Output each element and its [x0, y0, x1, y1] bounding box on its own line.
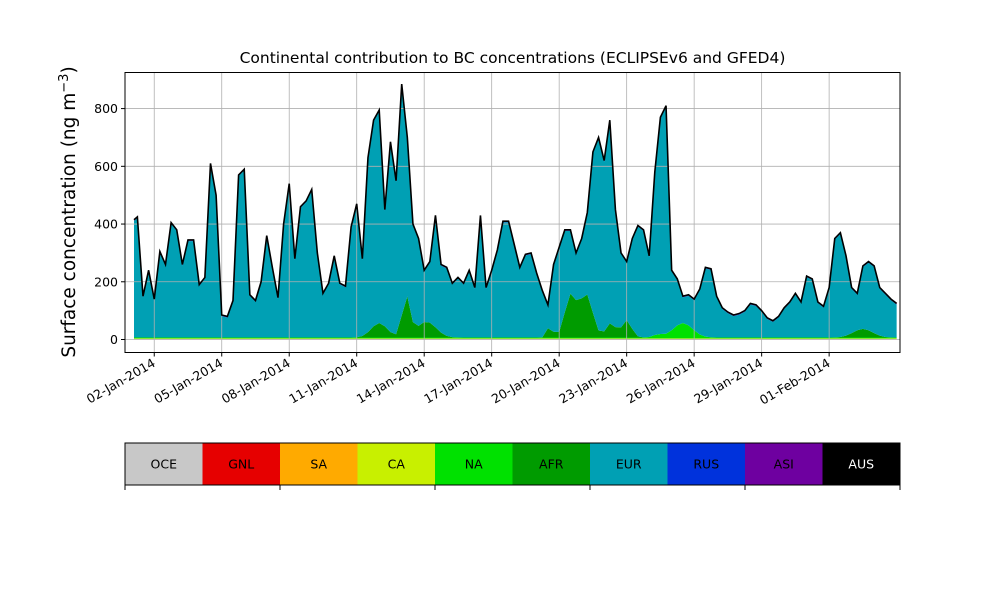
x-tick-label: 02-Jan-2014 [84, 355, 158, 406]
x-tick-label: 20-Jan-2014 [489, 355, 563, 406]
y-tick-label: 800 [94, 101, 118, 116]
total-outline [133, 83, 898, 322]
area-series-eur [134, 85, 897, 338]
colorbar-swatch-aus [822, 443, 901, 485]
colorbar-swatch-oce [125, 443, 203, 485]
y-axis-label: Surface concentration (ng m−3) [57, 66, 80, 357]
colorbar-label-rus: RUS [693, 457, 719, 472]
y-tick-label: 600 [94, 159, 118, 174]
colorbar-swatch-eur [590, 443, 668, 485]
colorbar-label-afr: AFR [539, 457, 564, 472]
colorbar-label-asi: ASI [774, 457, 794, 472]
colorbar-swatch-rus [667, 443, 746, 485]
x-axis: 02-Jan-201405-Jan-201408-Jan-201411-Jan-… [84, 352, 833, 408]
stacked-area-layers [134, 84, 897, 340]
colorbar-label-gnl: GNL [228, 457, 254, 472]
colorbar-label-sa: SA [310, 457, 327, 472]
colorbar-swatch-sa [280, 443, 358, 485]
y-axis: 0 200 400 600 800 [94, 101, 125, 347]
colorbar-label-eur: EUR [616, 457, 642, 472]
colorbar-swatch-ca [357, 443, 436, 485]
y-tick-label: 400 [94, 217, 118, 232]
x-tick-label: 08-Jan-2014 [219, 355, 293, 406]
total-line [133, 83, 898, 322]
plot-frame [124, 72, 901, 353]
x-tick-label: 14-Jan-2014 [354, 355, 428, 406]
x-tick-label: 23-Jan-2014 [556, 355, 630, 406]
x-tick-label: 26-Jan-2014 [624, 355, 698, 406]
colorbar-label-na: NA [465, 457, 483, 472]
x-tick-label: 01-Feb-2014 [757, 355, 833, 407]
x-tick-label: 11-Jan-2014 [286, 355, 360, 406]
y-axis-label-close: ) [59, 66, 80, 73]
colorbar-swatch-afr [512, 443, 591, 485]
colorbar-label-oce: OCE [151, 457, 178, 472]
chart-title: Continental contribution to BC concentra… [240, 49, 786, 67]
y-axis-label-main: Surface concentration (ng m [59, 93, 80, 358]
x-tick-label: 29-Jan-2014 [691, 355, 765, 406]
colorbar-swatch-na [435, 443, 513, 485]
area-series-ca [134, 338, 897, 339]
y-axis-label-superscript: −3 [57, 74, 72, 93]
region-colorbar-legend: OCE GNL SA CA NA AFR EUR RUS ASI AUS [124, 442, 901, 490]
colorbar-swatch-gnl [202, 443, 281, 485]
colorbar-frame [124, 442, 901, 486]
x-tick-label: 05-Jan-2014 [151, 355, 225, 406]
x-tick-label: 17-Jan-2014 [421, 355, 495, 406]
y-tick-label: 200 [94, 274, 118, 289]
colorbar-swatch-asi [745, 443, 823, 485]
colorbar-label-ca: CA [388, 457, 406, 472]
y-tick-label: 0 [110, 332, 118, 347]
colorbar-label-aus: AUS [848, 457, 874, 472]
